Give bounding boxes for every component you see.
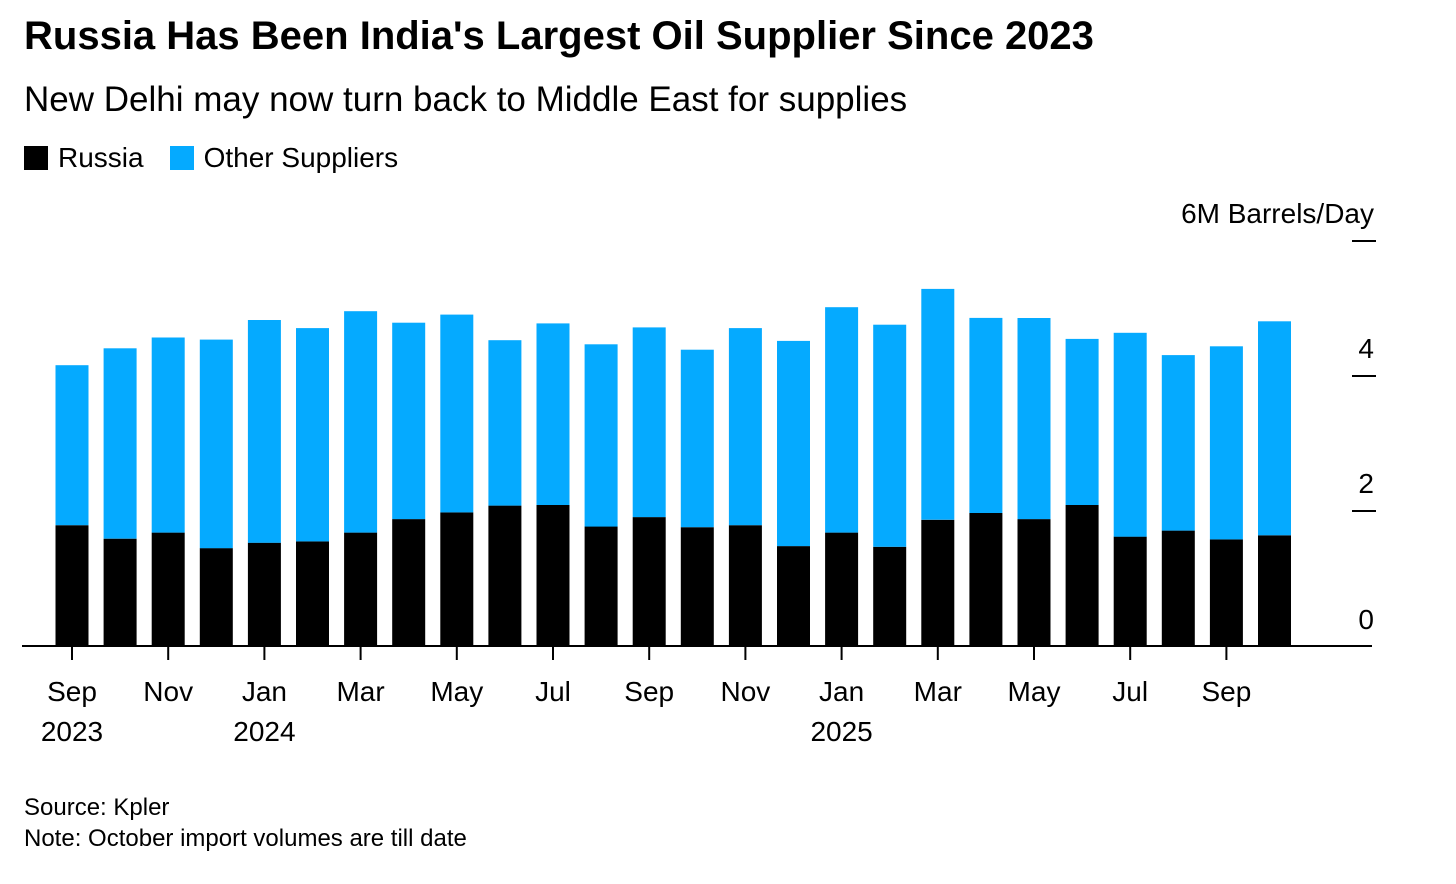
x-tick-label-year: 2024: [233, 716, 295, 747]
bar-other-suppliers: [969, 317, 1003, 513]
bar-russia: [777, 546, 810, 646]
bar-russia: [1161, 530, 1195, 646]
bar-other-suppliers: [296, 328, 329, 542]
bar-russia: [151, 532, 185, 646]
bar-other-suppliers: [247, 320, 281, 543]
legend-item-other-suppliers: Other Suppliers: [169, 142, 399, 174]
bar-other-suppliers: [1113, 332, 1147, 537]
x-tick-label-month: Sep: [624, 676, 674, 707]
x-tick-label-month: Jul: [535, 676, 571, 707]
bar-other-suppliers: [1209, 346, 1243, 540]
bar-russia: [1017, 519, 1051, 646]
bar-other-suppliers: [1017, 318, 1051, 520]
legend-swatch-other-suppliers: [169, 146, 194, 170]
bar-other-suppliers: [199, 339, 233, 549]
bar-russia: [536, 504, 570, 646]
x-tick-label-month: Sep: [47, 676, 97, 707]
bar-other-suppliers: [440, 314, 474, 513]
y-tick-label: 4: [1358, 333, 1374, 364]
legend-label-russia: Russia: [58, 142, 144, 173]
legend: Russia Other Suppliers: [24, 142, 424, 174]
bar-russia: [584, 526, 618, 646]
bar-russia: [344, 532, 378, 646]
bar-russia: [921, 519, 955, 646]
chart-subtitle: New Delhi may now turn back to Middle Ea…: [24, 80, 908, 119]
x-tick-label-month: Mar: [914, 676, 962, 707]
x-tick-label-month: Jan: [819, 676, 864, 707]
x-tick-label-year: 2023: [41, 716, 103, 747]
x-tick-label-year: 2025: [810, 716, 872, 747]
bar-russia: [1113, 536, 1147, 646]
bar-russia: [296, 541, 329, 646]
bar-russia: [103, 538, 137, 646]
bar-other-suppliers: [536, 323, 570, 505]
x-tick-label-month: Mar: [336, 676, 384, 707]
bar-russia: [440, 512, 474, 646]
bar-russia: [825, 532, 859, 646]
x-tick-label-month: Nov: [721, 676, 771, 707]
bar-other-suppliers: [55, 365, 89, 526]
bar-russia: [1065, 504, 1099, 646]
bar-other-suppliers: [344, 311, 378, 533]
bar-other-suppliers: [728, 328, 762, 526]
bar-other-suppliers: [488, 340, 522, 506]
bar-russia: [728, 525, 762, 646]
x-tick-label-month: Jul: [1112, 676, 1148, 707]
legend-item-russia: Russia: [24, 142, 144, 174]
bar-russia: [55, 525, 89, 646]
bar-other-suppliers: [873, 324, 907, 547]
bar-other-suppliers: [151, 337, 185, 533]
bar-russia: [199, 548, 233, 646]
bar-russia: [873, 546, 907, 646]
x-tick-label-month: May: [1008, 676, 1061, 707]
bar-other-suppliers: [1161, 355, 1195, 531]
chart-title: Russia Has Been India's Largest Oil Supp…: [24, 14, 1094, 58]
bar-russia: [1209, 539, 1243, 646]
bar-russia: [392, 519, 426, 646]
legend-label-other-suppliers: Other Suppliers: [203, 142, 399, 173]
bar-other-suppliers: [921, 288, 955, 520]
bar-other-suppliers: [1065, 338, 1099, 505]
bar-russia: [247, 542, 281, 646]
x-tick-label-month: Nov: [143, 676, 193, 707]
x-tick-label-month: Jan: [242, 676, 287, 707]
bar-other-suppliers: [1258, 321, 1291, 536]
bar-other-suppliers: [103, 348, 137, 539]
y-tick-label: 6M Barrels/Day: [1181, 198, 1374, 229]
x-tick-label-month: May: [430, 676, 483, 707]
bar-other-suppliers: [777, 340, 810, 547]
bar-russia: [969, 513, 1003, 646]
legend-swatch-russia: [24, 146, 48, 170]
bar-other-suppliers: [584, 344, 618, 527]
bar-russia: [1258, 535, 1291, 646]
bar-other-suppliers: [680, 349, 714, 528]
bar-other-suppliers: [632, 327, 666, 518]
source-note: Source: Kpler: [24, 794, 170, 821]
bar-russia: [632, 517, 666, 646]
x-tick-label-month: Sep: [1201, 676, 1251, 707]
bar-russia: [680, 527, 714, 646]
bar-other-suppliers: [825, 307, 859, 533]
bar-russia: [488, 505, 522, 646]
footnote: Note: October import volumes are till da…: [24, 825, 467, 852]
bar-other-suppliers: [392, 322, 426, 520]
y-tick-label: 0: [1358, 604, 1374, 635]
y-tick-label: 2: [1358, 468, 1374, 499]
